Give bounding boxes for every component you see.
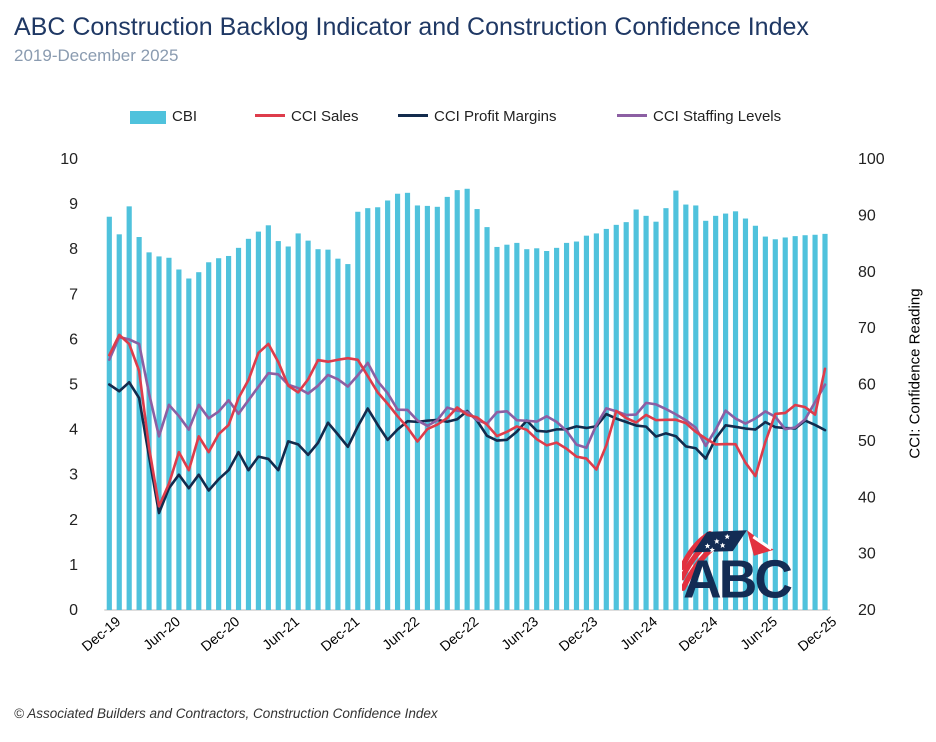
svg-text:ABC: ABC <box>683 550 792 601</box>
